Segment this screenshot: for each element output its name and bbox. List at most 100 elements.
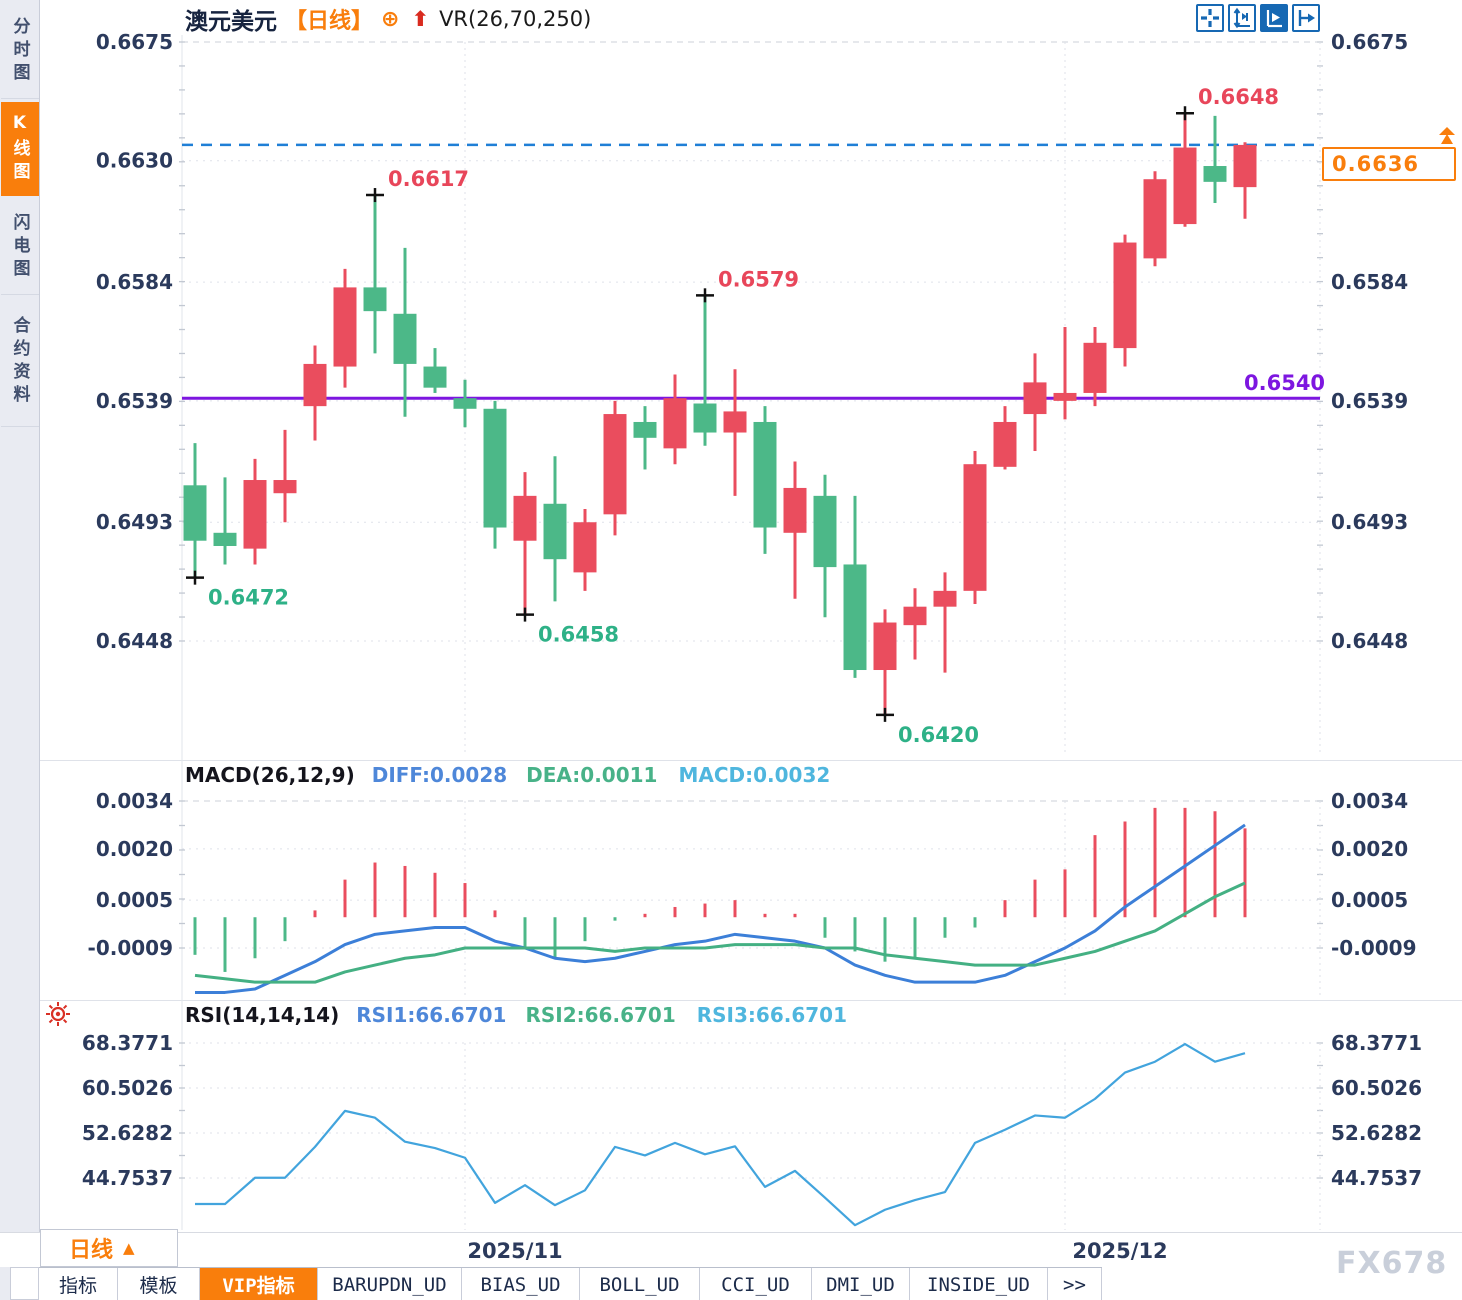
y-axis-tick-label: 0.6493 (1331, 510, 1408, 534)
rsi1-value: RSI1:66.6701 (356, 1003, 507, 1027)
symbol-title: 澳元美元 (185, 9, 277, 35)
candle (183, 485, 207, 541)
period-selector[interactable]: 日线 ▲ (40, 1229, 178, 1267)
tab-inside_ud[interactable]: INSIDE_UD (910, 1268, 1048, 1300)
candle (393, 313, 417, 364)
pan-tool-icon[interactable] (1196, 4, 1224, 32)
rsi3-value: RSI3:66.6701 (696, 1003, 848, 1027)
chart-style-tool-icon[interactable] (1260, 4, 1288, 32)
candle (453, 398, 477, 409)
candle (333, 287, 357, 367)
y-axis-tick-label: 0.6584 (96, 270, 173, 294)
y-axis-tick-label: 0.6448 (96, 629, 173, 653)
chart-header: 澳元美元 【日线】 ⊕ ⬆ VR(26,70,250) (185, 4, 591, 36)
candle (1113, 242, 1137, 349)
y-axis-tick-label: 0.6539 (96, 389, 173, 413)
trend-up-arrow-icon: ⬆ (411, 7, 430, 31)
sidebar-item-3[interactable]: 闪电图 (1, 200, 39, 295)
macd-diff-value: DIFF:0.0028 (371, 763, 508, 787)
watermark: FX678 (1336, 1246, 1448, 1281)
tab-bias_ud[interactable]: BIAS_UD (462, 1268, 580, 1300)
rsi-title: RSI(14,14,14) (185, 1003, 340, 1027)
x-axis-label: 2025/12 (1072, 1239, 1168, 1263)
tab-dmi_ud[interactable]: DMI_UD (812, 1268, 910, 1300)
candle (603, 414, 627, 515)
candle (543, 503, 567, 560)
tab->>[interactable]: >> (1048, 1268, 1102, 1300)
candle (813, 495, 837, 568)
y-axis-tick-label: 68.3771 (82, 1031, 173, 1055)
y-axis-tick-label: 52.6282 (1331, 1121, 1422, 1145)
candle (1053, 392, 1077, 401)
period-selector-arrow-icon: ▲ (123, 1239, 135, 1257)
y-axis-tick-label: 60.5026 (82, 1076, 173, 1100)
candle (903, 606, 927, 626)
candle (213, 532, 237, 546)
y-axis-tick-label: 0.6539 (1331, 389, 1408, 413)
y-axis-tick-label: 0.0005 (96, 888, 173, 912)
sidebar-item-1[interactable]: 分时图 (1, 4, 39, 99)
add-indicator-icon[interactable]: ⊕ (381, 6, 400, 32)
y-axis-tick-label: 0.6675 (1331, 30, 1408, 54)
tab-barupdn_ud[interactable]: BARUPDN_UD (318, 1268, 462, 1300)
candle (633, 421, 657, 438)
candle (933, 590, 957, 607)
swing-high-label: 0.6579 (718, 267, 799, 291)
candle (423, 366, 447, 388)
y-axis-tick-label: 0.6448 (1331, 629, 1408, 653)
candle (1203, 166, 1227, 182)
y-axis-tick-label: 0.0020 (1331, 837, 1408, 861)
swing-low-label: 0.6458 (538, 623, 619, 647)
swing-low-label: 0.6420 (898, 723, 979, 747)
swing-high-label: 0.6648 (1198, 85, 1279, 109)
candle (273, 480, 297, 494)
y-axis-tick-label: 0.0034 (96, 789, 173, 813)
bottom-tab-bar: 指标 模板 VIP指标 BARUPDN_UD BIAS_UD BOLL_UD CCI_UD D… (39, 1267, 1102, 1300)
candle (243, 480, 267, 549)
candle (993, 421, 1017, 467)
y-axis-tick-label: 0.6493 (96, 510, 173, 534)
y-axis-tick-label: 0.6584 (1331, 270, 1408, 294)
candle (663, 398, 687, 449)
y-axis-tick-label: 0.0020 (96, 837, 173, 861)
rsi-header: RSI(14,14,14) RSI1:66.6701 RSI2:66.6701 … (185, 1003, 847, 1027)
y-axis-tick-label: -0.0009 (88, 936, 173, 960)
bottom-left-corner-cell (10, 1267, 39, 1300)
alert-sun-icon[interactable] (44, 1000, 72, 1028)
candle (1173, 147, 1197, 225)
sidebar-item-4[interactable]: 合约资料 (1, 298, 39, 427)
candle (873, 622, 897, 671)
candle (363, 287, 387, 312)
candle (753, 421, 777, 528)
panel-collapse-tool-icon[interactable] (1292, 4, 1320, 32)
axis-range-tool-icon[interactable] (1228, 4, 1256, 32)
y-axis-tick-label: 44.7537 (82, 1166, 173, 1190)
y-axis-tick-label: 0.0005 (1331, 888, 1408, 912)
tab-[interactable]: 指标 (39, 1268, 118, 1300)
candle (573, 522, 597, 573)
tab-vip[interactable]: VIP指标 (200, 1268, 318, 1300)
y-axis-tick-label: 44.7537 (1331, 1166, 1422, 1190)
macd-dea-value: DEA:0.0011 (526, 763, 658, 787)
swing-high-label: 0.6617 (388, 167, 469, 191)
sidebar-item-2[interactable]: K线图 (1, 102, 39, 196)
x-axis-row: 2025/11 2025/12 (0, 1232, 1462, 1267)
candle (1233, 144, 1257, 188)
last-price-box: 0.6636 (1322, 147, 1456, 181)
candle (303, 363, 327, 407)
last-price-value: 0.6636 (1332, 152, 1420, 176)
y-axis-tick-label: 52.6282 (82, 1121, 173, 1145)
period-tag: 【日线】 (285, 9, 374, 34)
tab-boll_ud[interactable]: BOLL_UD (580, 1268, 700, 1300)
y-axis-tick-label: 0.6675 (96, 30, 173, 54)
candle (693, 403, 717, 433)
x-axis-label: 2025/11 (467, 1239, 563, 1263)
macd-title: MACD(26,12,9) (185, 763, 355, 787)
y-axis-tick-label: 60.5026 (1331, 1076, 1422, 1100)
tab-[interactable]: 模板 (118, 1268, 200, 1300)
tab-cci_ud[interactable]: CCI_UD (700, 1268, 812, 1300)
y-axis-tick-label: 0.6630 (96, 149, 173, 173)
candle (723, 411, 747, 433)
candle (963, 464, 987, 591)
